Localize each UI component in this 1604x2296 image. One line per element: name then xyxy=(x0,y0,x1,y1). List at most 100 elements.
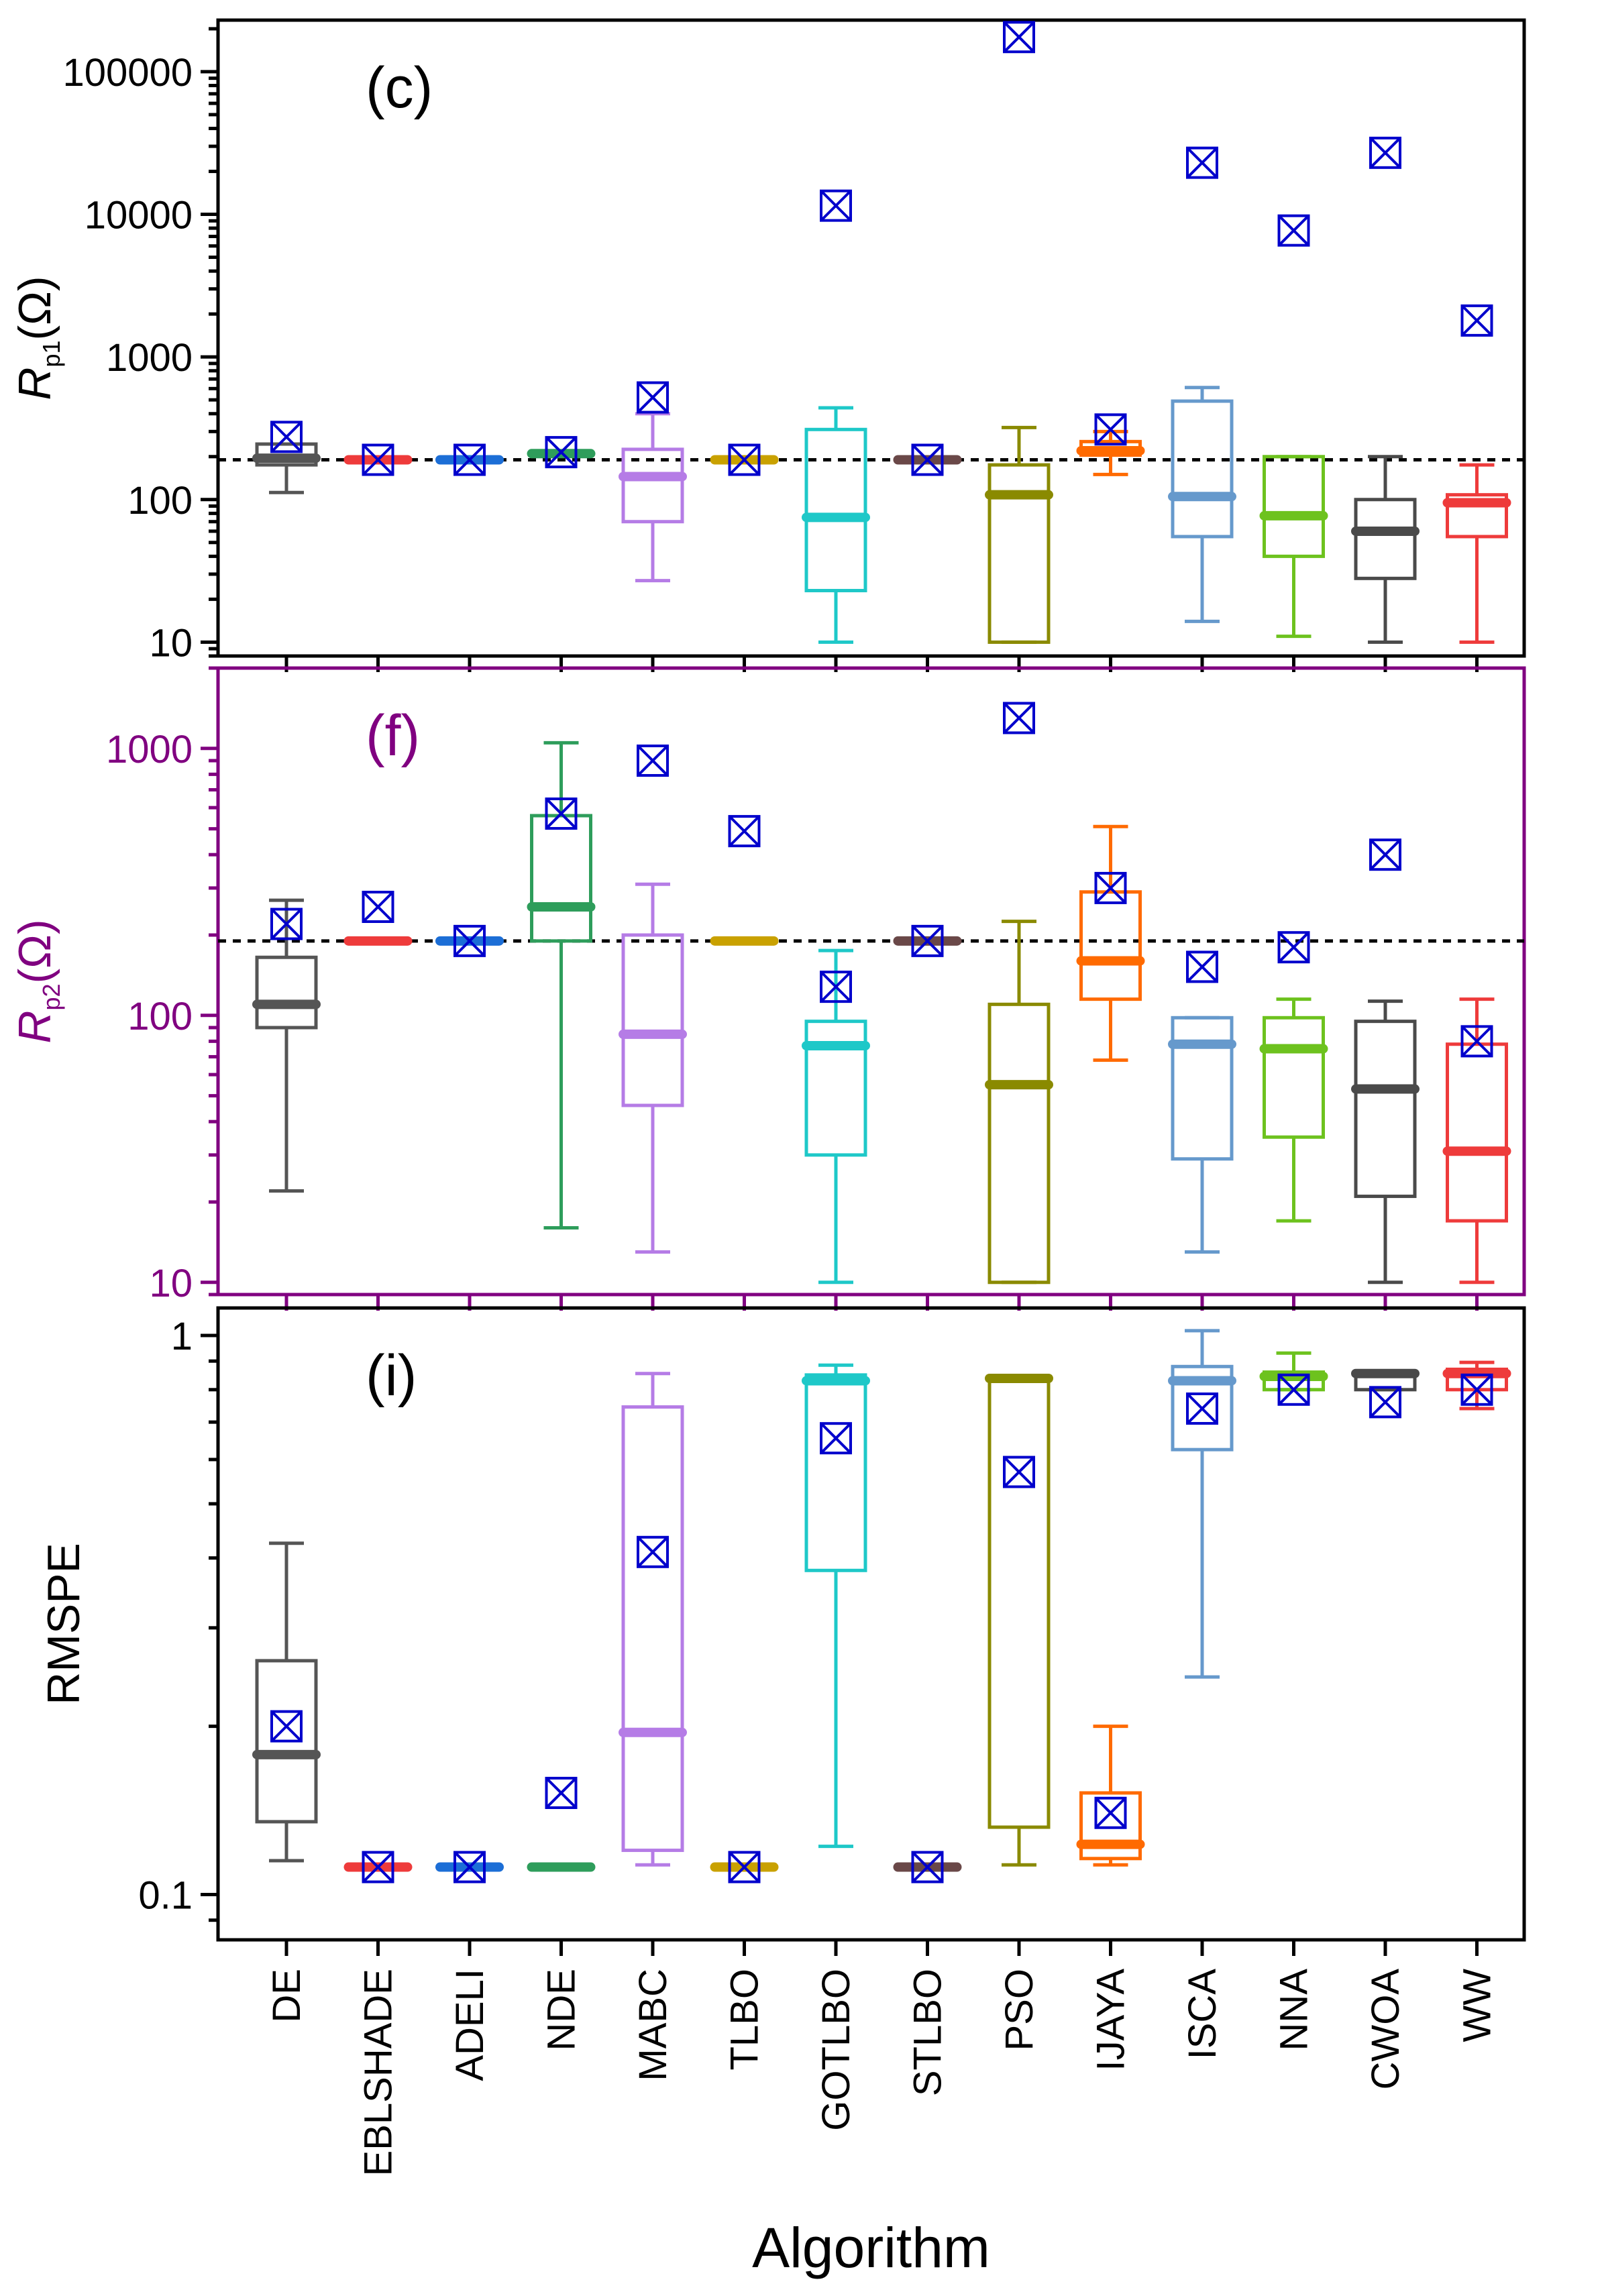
mean-marker xyxy=(1186,146,1218,179)
panel-c-frame xyxy=(216,18,1526,658)
box-eblshade xyxy=(343,890,413,946)
x-tick-label: GOTLBO xyxy=(814,1969,858,2131)
x-tick-label: NNA xyxy=(1273,1969,1316,2051)
box-isca xyxy=(1168,950,1236,1254)
mean-marker-cross xyxy=(637,1536,669,1568)
mean-marker xyxy=(1003,21,1035,54)
box-adeli xyxy=(435,1851,504,1883)
panel-f-y-axis-label-sub: p2 xyxy=(38,983,65,1010)
mean-marker-cross xyxy=(1003,702,1035,734)
mean-marker-cross xyxy=(820,190,852,222)
panel-f-frame xyxy=(216,666,1526,1297)
box-stlbo xyxy=(893,924,962,957)
mean-marker xyxy=(637,1535,669,1568)
box-iqr xyxy=(987,463,1051,644)
box-iqr xyxy=(621,447,684,524)
mean-marker-square xyxy=(1186,146,1218,179)
box-iqr xyxy=(1354,1020,1417,1199)
mean-marker xyxy=(545,436,578,469)
panel-i-y-axis-label-main: RMSPE xyxy=(38,1543,89,1705)
mean-marker xyxy=(1277,931,1310,964)
mean-marker-square xyxy=(1460,1373,1493,1406)
mean-marker-square xyxy=(911,1851,944,1883)
mean-marker-square xyxy=(362,1851,394,1883)
box-eblshade xyxy=(343,1851,413,1883)
mean-marker-square xyxy=(545,1776,578,1809)
x-tick-label: NDE xyxy=(540,1969,584,2051)
mean-marker-cross xyxy=(545,1777,577,1809)
mean-marker xyxy=(1460,1373,1493,1406)
box-de xyxy=(252,898,321,1193)
mean-marker-square xyxy=(728,1851,761,1883)
box-eblshade xyxy=(343,443,413,476)
box-cwoa xyxy=(1351,136,1420,644)
mean-marker-cross xyxy=(270,421,303,453)
x-tick-labels: DE EBLSHADE ADELI NDE MABC TLBO GOTLBO STLBO PSO… xyxy=(265,1969,1499,2177)
box-pso xyxy=(985,1374,1053,1867)
mean-marker-cross xyxy=(637,745,669,777)
mean-marker xyxy=(270,1710,303,1743)
panel-f-y-tick-label: 1000 xyxy=(106,728,193,771)
mean-marker xyxy=(1460,304,1493,337)
mean-marker-square xyxy=(453,924,486,957)
box-adeli xyxy=(435,924,504,957)
panel-c-y-tick-label: 10000 xyxy=(85,194,193,237)
box-ww xyxy=(1442,997,1511,1284)
mean-marker-cross xyxy=(362,891,394,923)
panel-c: (c) Rp1(Ω) 10 100 1000 10000 100000 xyxy=(9,18,1526,672)
x-tick-label: MABC xyxy=(631,1969,675,2081)
box-stlbo xyxy=(893,1851,962,1883)
mean-marker-cross xyxy=(1095,872,1126,904)
box-pso xyxy=(985,21,1053,644)
mean-marker xyxy=(637,745,669,777)
box-iqr xyxy=(804,1020,867,1157)
box-iqr xyxy=(621,933,684,1107)
mean-marker xyxy=(911,1851,944,1883)
mean-marker-cross xyxy=(729,815,760,847)
mean-marker-cross xyxy=(1278,931,1309,963)
mean-marker-square xyxy=(637,381,669,414)
box-pso xyxy=(985,702,1053,1284)
box-iqr xyxy=(255,1659,318,1824)
mean-marker-square xyxy=(911,443,944,476)
box-gotlbo xyxy=(802,189,870,644)
mean-marker-square xyxy=(1369,838,1401,871)
mean-marker-square xyxy=(728,443,761,476)
mean-marker-square xyxy=(1460,1025,1493,1058)
mean-marker-cross xyxy=(729,444,760,476)
mean-marker-cross xyxy=(1461,1374,1493,1406)
mean-marker xyxy=(1094,1796,1127,1829)
mean-marker-cross xyxy=(453,444,486,476)
panel-f-y-tick-label: 100 xyxy=(127,995,193,1038)
mean-marker-square xyxy=(1094,413,1127,446)
mean-marker xyxy=(820,189,852,222)
x-tick-label: TLBO xyxy=(723,1969,767,2071)
x-tick-label: ISCA xyxy=(1181,1969,1224,2060)
mean-marker xyxy=(728,815,761,848)
box-isca xyxy=(1168,146,1236,623)
panel-f-label: (f) xyxy=(366,704,420,768)
mean-marker-cross xyxy=(1461,1025,1493,1057)
mean-marker-square xyxy=(1186,950,1218,983)
mean-marker-cross xyxy=(1095,413,1126,445)
mean-marker-cross xyxy=(270,1710,303,1743)
mean-marker xyxy=(1186,950,1218,983)
mean-marker xyxy=(453,443,486,476)
mean-marker-square xyxy=(1094,1796,1127,1829)
box-nna xyxy=(1259,931,1328,1223)
mean-marker xyxy=(1186,1392,1218,1425)
mean-marker xyxy=(1369,1386,1401,1419)
mean-marker xyxy=(728,1851,761,1883)
mean-marker xyxy=(453,924,486,957)
box-nde xyxy=(527,436,596,469)
mean-marker-cross xyxy=(637,382,669,413)
mean-marker-cross xyxy=(1003,21,1035,53)
mean-marker-cross xyxy=(453,1851,486,1883)
mean-marker-square xyxy=(820,189,852,222)
mean-marker-square xyxy=(270,908,303,940)
box-ww xyxy=(1442,304,1511,644)
mean-marker-cross xyxy=(1369,137,1401,169)
panel-f-y-axis-label-main: R xyxy=(9,1011,60,1044)
x-tick-label: DE xyxy=(265,1969,309,2023)
